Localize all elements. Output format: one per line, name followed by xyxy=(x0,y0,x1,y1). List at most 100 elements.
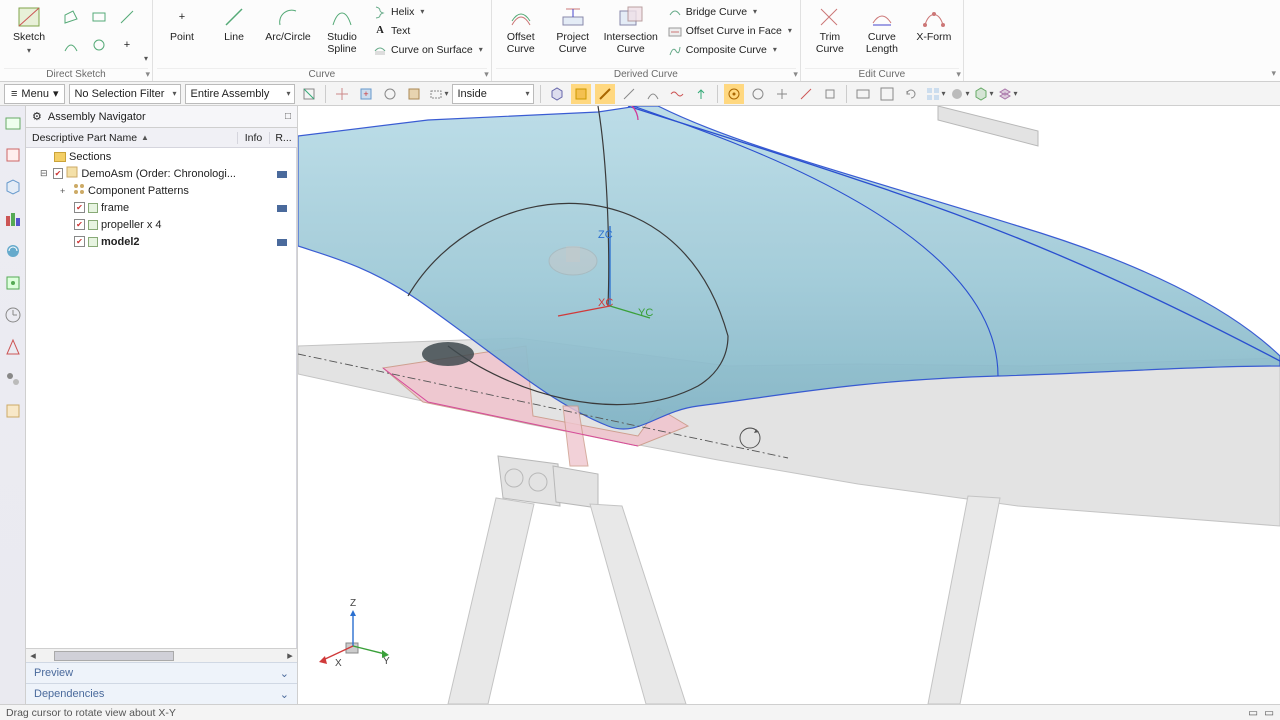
axis-z-label: ZC xyxy=(598,229,613,241)
tree-row-propeller[interactable]: propeller x 4 xyxy=(26,216,296,233)
point-button[interactable]: +Point xyxy=(157,2,207,46)
ribbon-group-derived-curve: Offset Curve Project Curve Intersection … xyxy=(492,0,801,81)
assembly-tree: Sections ⊟DemoAsm (Order: Chronologi... … xyxy=(26,148,297,648)
rail-icon-6[interactable] xyxy=(4,274,22,292)
tb-icon-face[interactable] xyxy=(571,84,591,104)
selection-filter-combo[interactable]: No Selection Filter▾ xyxy=(69,84,181,104)
tree-row-root[interactable]: ⊟DemoAsm (Order: Chronologi... xyxy=(26,165,296,182)
tree-hscroll[interactable]: ◂▸ xyxy=(26,648,297,662)
tb-icon-3[interactable]: + xyxy=(356,84,376,104)
tb-icon-shade[interactable]: ▾ xyxy=(949,84,969,104)
composite-curve-button[interactable]: Composite Curve▾ xyxy=(664,40,796,59)
curve-length-button[interactable]: Curve Length xyxy=(857,2,907,57)
checkbox-checked[interactable] xyxy=(74,202,85,213)
col-header-name[interactable]: Descriptive Part Name xyxy=(32,132,137,144)
assembly-navigator-panel: ⚙ Assembly Navigator □ Descriptive Part … xyxy=(26,106,298,704)
arc-icon[interactable] xyxy=(58,32,84,58)
tree-row-sections[interactable]: Sections xyxy=(26,148,296,165)
studio-spline-button[interactable]: Studio Spline xyxy=(317,2,367,57)
tb-icon-4[interactable] xyxy=(380,84,400,104)
expand-icon[interactable]: ▾ xyxy=(956,69,961,80)
profile-icon[interactable] xyxy=(58,4,84,30)
tb-icon-6[interactable]: ▾ xyxy=(428,84,448,104)
dependencies-section[interactable]: Dependencies⌄ xyxy=(26,683,297,704)
group-label: Derived Curve xyxy=(496,68,796,81)
inside-combo[interactable]: Inside▾ xyxy=(452,84,534,104)
checkbox-checked[interactable] xyxy=(74,219,85,230)
rectangle-icon[interactable] xyxy=(86,4,112,30)
tb-icon-view1[interactable] xyxy=(853,84,873,104)
menu-button[interactable]: ≡Menu▾ xyxy=(4,84,65,104)
curve-on-surface-icon xyxy=(373,43,387,57)
bridge-curve-button[interactable]: Bridge Curve▾ xyxy=(664,2,796,21)
tb-icon-layer[interactable]: ▾ xyxy=(997,84,1017,104)
svg-text:Y: Y xyxy=(383,656,390,667)
tb-icon-snap-circle[interactable] xyxy=(724,84,744,104)
helix-button[interactable]: Helix▾ xyxy=(369,2,487,21)
tb-icon-box[interactable]: ▾ xyxy=(973,84,993,104)
sketch-button[interactable]: Sketch ▾ xyxy=(4,2,54,57)
status-icon-1[interactable]: ▭ xyxy=(1248,707,1258,719)
expand-icon[interactable]: ▾ xyxy=(145,69,150,80)
tree-row-patterns[interactable]: +Component Patterns xyxy=(26,182,296,199)
rail-icon-3[interactable] xyxy=(4,178,22,196)
circle-icon[interactable] xyxy=(86,32,112,58)
rail-icon-1[interactable] xyxy=(4,114,22,132)
plus-icon[interactable]: + xyxy=(114,32,140,58)
tb-icon-2[interactable] xyxy=(332,84,352,104)
tree-row-frame[interactable]: frame xyxy=(26,199,296,216)
tb-icon-curve2[interactable] xyxy=(643,84,663,104)
rail-icon-9[interactable] xyxy=(4,370,22,388)
arc-circle-button[interactable]: Arc/Circle xyxy=(261,2,315,46)
tb-icon-cube[interactable] xyxy=(547,84,567,104)
checkbox-checked[interactable] xyxy=(53,168,64,179)
chevron-down-icon[interactable]: ▾ xyxy=(144,54,148,63)
status-icon-2[interactable]: ▭ xyxy=(1264,707,1274,719)
rail-icon-10[interactable] xyxy=(4,402,22,420)
tb-icon-tan[interactable] xyxy=(619,84,639,104)
tb-icon-snap-cross[interactable] xyxy=(772,84,792,104)
tb-icon-grid[interactable]: ▾ xyxy=(925,84,945,104)
rail-icon-5[interactable] xyxy=(4,242,22,260)
group-label: Curve xyxy=(157,68,487,81)
tb-icon-snap-sq[interactable] xyxy=(820,84,840,104)
offset-in-face-button[interactable]: Offset Curve in Face▾ xyxy=(664,21,796,40)
offset-curve-button[interactable]: Offset Curve xyxy=(496,2,546,57)
line-button[interactable]: Line xyxy=(209,2,259,46)
rail-icon-4[interactable] xyxy=(4,210,22,228)
intersection-curve-button[interactable]: Intersection Curve xyxy=(600,2,662,57)
panel-pin-icon[interactable]: □ xyxy=(285,111,291,122)
tb-icon-view2[interactable] xyxy=(877,84,897,104)
project-curve-button[interactable]: Project Curve xyxy=(548,2,598,57)
3d-viewport[interactable]: ZC XC YC xyxy=(298,106,1280,704)
col-header-r[interactable]: R... xyxy=(269,132,297,144)
svg-text:Z: Z xyxy=(350,598,356,609)
diag-line-icon[interactable] xyxy=(114,4,140,30)
expand-icon[interactable]: ▾ xyxy=(793,69,798,80)
curve-length-icon xyxy=(868,4,896,30)
rail-icon-7[interactable] xyxy=(4,306,22,324)
tb-icon-snap-diag[interactable] xyxy=(796,84,816,104)
trim-curve-button[interactable]: Trim Curve xyxy=(805,2,855,57)
rail-icon-2[interactable] xyxy=(4,146,22,164)
col-header-info[interactable]: Info xyxy=(237,132,269,144)
curve-on-surface-button[interactable]: Curve on Surface▾ xyxy=(369,40,487,59)
gear-icon[interactable]: ⚙ xyxy=(32,110,42,123)
expand-icon[interactable]: ▾ xyxy=(484,69,489,80)
text-button[interactable]: AText xyxy=(369,21,487,40)
rail-icon-8[interactable] xyxy=(4,338,22,356)
ribbon-overflow-icon[interactable]: ▾ xyxy=(1271,68,1276,79)
ribbon: Sketch ▾ + ▾ Direct Sketch ▾ +Point Line… xyxy=(0,0,1280,82)
tb-icon-wave[interactable] xyxy=(667,84,687,104)
tb-icon-snap-circle2[interactable] xyxy=(748,84,768,104)
tb-icon-up[interactable] xyxy=(691,84,711,104)
checkbox-checked[interactable] xyxy=(74,236,85,247)
xform-button[interactable]: X-Form xyxy=(909,2,959,46)
tree-row-model2[interactable]: model2 xyxy=(26,233,296,250)
preview-section[interactable]: Preview⌄ xyxy=(26,662,297,683)
tb-icon-5[interactable] xyxy=(404,84,424,104)
scope-combo[interactable]: Entire Assembly▾ xyxy=(185,84,295,104)
tb-icon-edge[interactable] xyxy=(595,84,615,104)
tb-icon-refresh[interactable] xyxy=(901,84,921,104)
tb-icon-1[interactable] xyxy=(299,84,319,104)
